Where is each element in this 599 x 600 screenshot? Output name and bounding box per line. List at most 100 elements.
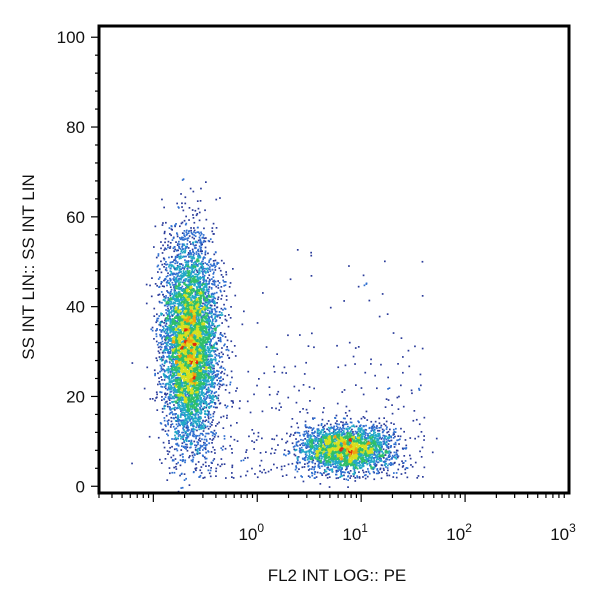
event-point xyxy=(178,431,180,433)
event-point xyxy=(160,291,163,293)
event-point xyxy=(199,345,201,347)
event-point xyxy=(167,453,169,455)
event-point xyxy=(195,315,198,317)
event-point xyxy=(185,386,188,389)
event-point xyxy=(184,359,187,362)
event-point xyxy=(189,356,192,359)
event-point xyxy=(193,417,196,420)
event-point xyxy=(182,358,185,361)
event-point xyxy=(166,331,168,333)
event-point xyxy=(202,258,204,261)
event-point xyxy=(199,200,202,202)
event-point xyxy=(206,383,209,386)
event-point xyxy=(209,355,211,358)
event-point xyxy=(186,413,189,416)
event-point xyxy=(208,286,211,288)
event-point xyxy=(176,362,178,365)
event-point xyxy=(202,287,205,290)
event-point xyxy=(170,456,173,459)
event-point xyxy=(165,334,168,337)
event-point xyxy=(169,352,172,354)
event-point xyxy=(206,283,208,286)
event-point xyxy=(191,369,194,372)
event-point xyxy=(174,384,176,387)
event-point xyxy=(198,426,201,429)
event-point xyxy=(173,337,176,340)
event-point xyxy=(156,329,158,331)
event-point xyxy=(176,443,178,446)
event-point xyxy=(192,398,195,401)
event-point xyxy=(194,370,197,372)
event-point xyxy=(208,316,210,318)
event-point xyxy=(169,358,172,361)
event-point xyxy=(199,278,202,281)
event-point xyxy=(198,269,201,271)
event-point xyxy=(207,320,210,323)
event-point xyxy=(180,329,183,332)
event-point xyxy=(176,287,178,290)
event-point xyxy=(177,319,180,322)
event-point xyxy=(213,283,216,286)
event-point xyxy=(207,252,209,255)
event-point xyxy=(187,392,189,395)
event-point xyxy=(175,367,177,370)
event-point xyxy=(224,284,227,287)
event-point xyxy=(195,251,198,253)
event-point xyxy=(227,349,230,352)
event-point xyxy=(214,434,217,436)
event-point xyxy=(178,247,181,249)
event-point xyxy=(192,427,195,430)
event-point xyxy=(173,375,175,377)
event-point xyxy=(189,279,191,281)
event-point xyxy=(179,341,182,344)
event-point xyxy=(192,351,194,354)
event-point xyxy=(205,400,207,403)
event-point xyxy=(212,372,215,374)
event-point xyxy=(219,337,222,340)
event-point xyxy=(159,333,161,336)
event-point xyxy=(190,271,193,273)
event-point xyxy=(170,264,173,266)
event-point xyxy=(183,315,186,317)
event-point xyxy=(205,397,208,399)
event-point xyxy=(165,302,168,305)
event-point xyxy=(200,248,202,251)
event-point xyxy=(184,196,187,199)
event-point xyxy=(171,358,173,361)
event-point xyxy=(179,256,182,258)
event-point xyxy=(205,388,208,391)
event-point xyxy=(197,366,199,368)
event-point xyxy=(188,294,191,296)
event-point xyxy=(219,377,222,379)
event-point xyxy=(170,359,173,362)
event-point xyxy=(176,232,178,234)
event-point xyxy=(213,370,215,372)
event-point xyxy=(187,293,190,296)
event-point xyxy=(159,383,162,385)
event-point xyxy=(193,345,195,347)
event-point xyxy=(178,365,180,367)
event-point xyxy=(171,471,174,474)
event-point xyxy=(209,368,212,371)
event-point xyxy=(164,345,166,348)
event-point xyxy=(178,331,180,333)
event-point xyxy=(187,338,189,341)
event-point xyxy=(189,301,192,303)
event-point xyxy=(187,371,190,374)
event-point xyxy=(214,353,217,356)
event-point xyxy=(172,389,175,392)
event-point xyxy=(195,386,198,388)
event-point xyxy=(192,422,195,425)
event-point xyxy=(190,321,192,324)
event-point xyxy=(224,343,226,346)
event-point xyxy=(186,237,189,240)
event-point xyxy=(174,285,177,288)
event-point xyxy=(193,408,196,411)
event-point xyxy=(206,297,208,300)
event-point xyxy=(220,379,223,382)
event-point xyxy=(179,237,181,239)
event-point xyxy=(180,356,183,359)
event-point xyxy=(190,430,193,432)
event-point xyxy=(208,347,211,350)
event-point xyxy=(220,366,222,369)
